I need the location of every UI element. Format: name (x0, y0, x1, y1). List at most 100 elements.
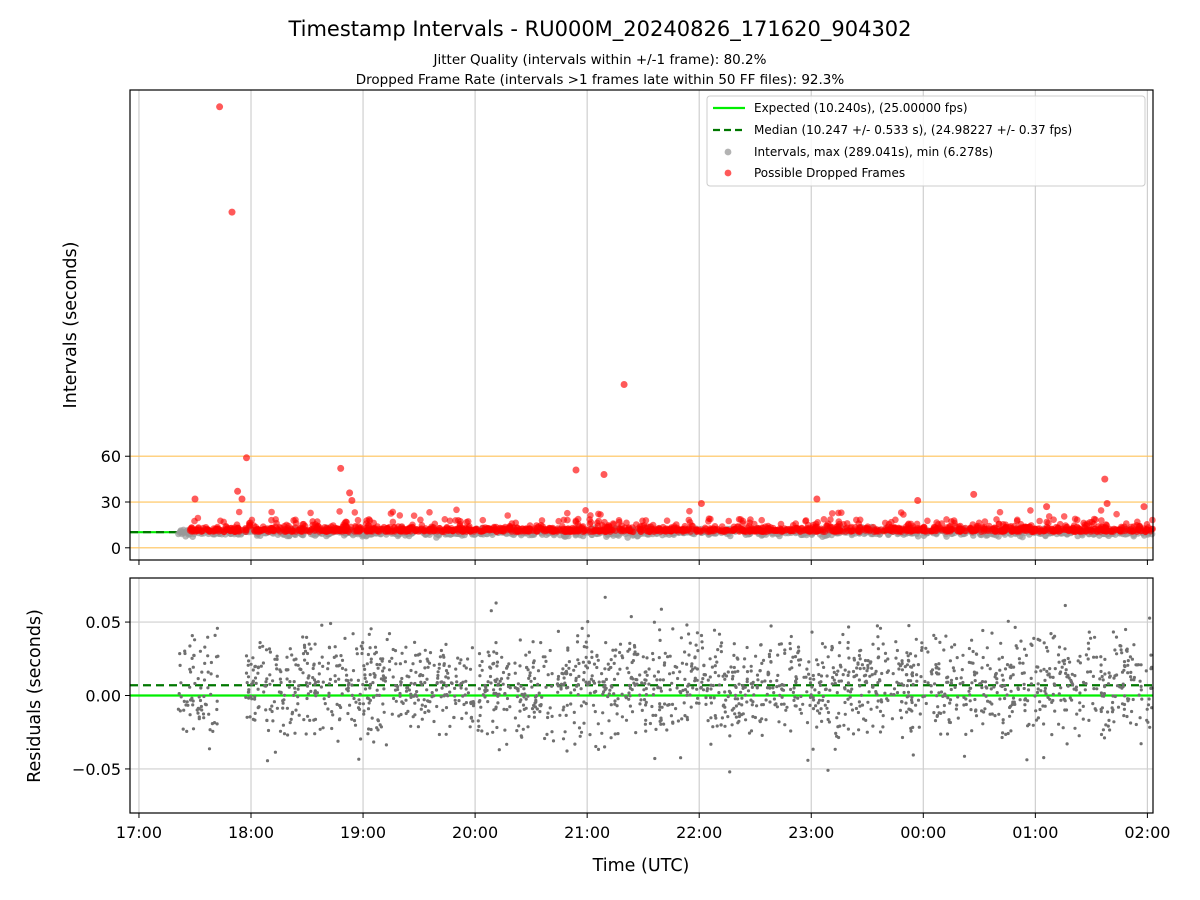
dropped-frame-point (739, 517, 747, 525)
residual-point (545, 732, 549, 737)
dropped-frame-point (709, 525, 717, 532)
residual-point (518, 664, 522, 668)
residual-point (1086, 641, 1090, 645)
residual-point (358, 702, 362, 706)
dropped-frame-point (1098, 517, 1105, 524)
legend-intervals-swatch (724, 148, 732, 156)
residual-point (690, 664, 694, 668)
residual-point (1027, 722, 1031, 727)
dropped-frame-point (459, 525, 467, 533)
residual-point (953, 685, 957, 690)
residual-point (563, 730, 567, 734)
residual-point (881, 725, 885, 729)
residual-point (1077, 734, 1081, 738)
residual-point (565, 703, 569, 707)
residual-point (604, 641, 608, 645)
residual-point (819, 707, 823, 711)
residual-point (899, 716, 904, 720)
residual-point (1088, 670, 1093, 674)
residual-point (262, 690, 266, 694)
residual-point (956, 695, 960, 699)
residual-point (586, 620, 590, 624)
residual-point (668, 688, 672, 692)
residual-point (532, 659, 536, 663)
residual-point (709, 716, 713, 720)
residual-point (604, 677, 609, 682)
residual-point (788, 641, 792, 646)
residual-point (719, 650, 724, 654)
residual-point (880, 671, 884, 676)
residual-point (923, 679, 927, 684)
residual-point (278, 677, 282, 681)
residual-point (340, 692, 344, 696)
residual-point (813, 688, 817, 692)
dropped-frame-point (907, 520, 915, 528)
residual-point (457, 699, 461, 703)
residual-point (481, 693, 485, 697)
residual-point (1111, 694, 1115, 698)
residual-point (1147, 697, 1151, 701)
residual-point (355, 652, 359, 656)
residuals-y-ticks: −0.050.000.05 (72, 613, 130, 779)
residual-point (785, 705, 789, 709)
residual-point (513, 661, 517, 665)
residual-point (906, 690, 911, 694)
dropped-frame-point (560, 516, 568, 524)
residual-point (651, 658, 655, 662)
residual-point (700, 646, 705, 650)
residual-point (1061, 659, 1065, 663)
residual-point (426, 699, 430, 703)
residual-point (459, 658, 463, 662)
residual-point (886, 669, 891, 673)
dropped-frame-point (827, 516, 834, 523)
residual-point (754, 654, 758, 658)
residual-point (906, 658, 911, 662)
residual-point (1001, 678, 1005, 682)
residual-point (290, 710, 295, 715)
residual-point (971, 649, 975, 654)
residual-point (876, 699, 880, 703)
residual-point (847, 682, 851, 686)
residual-point (929, 690, 933, 694)
residual-point (293, 731, 297, 735)
residual-point (911, 725, 915, 730)
residual-point (294, 708, 298, 712)
residual-point (1116, 705, 1121, 709)
dropped-frame-point (448, 527, 456, 534)
residual-point (743, 657, 747, 661)
residual-point (938, 640, 942, 645)
residual-point (948, 659, 953, 663)
residual-point (947, 718, 951, 722)
residual-point (708, 675, 712, 679)
residual-point (680, 661, 685, 665)
residual-point (1051, 698, 1055, 703)
residual-point (659, 718, 663, 722)
residual-point (1005, 693, 1009, 697)
residual-point (383, 676, 387, 680)
residual-point (411, 715, 415, 719)
residual-point (1106, 710, 1110, 714)
residual-point (258, 641, 262, 645)
residual-point (647, 682, 651, 686)
dropped-frame-point (417, 516, 424, 524)
residual-point (701, 677, 705, 681)
residual-point (253, 711, 257, 716)
residual-point (911, 682, 915, 687)
residual-point (595, 665, 599, 670)
residual-point (782, 683, 786, 687)
residual-point (357, 757, 361, 761)
residual-point (438, 655, 442, 659)
dropped-frame-point (190, 526, 197, 533)
dropped-frame-point (375, 525, 382, 533)
residual-point (454, 701, 458, 706)
dropped-frame-point (555, 517, 562, 525)
residual-point (480, 668, 484, 672)
residual-point (550, 684, 554, 688)
residual-point (1076, 659, 1080, 663)
residual-point (752, 693, 756, 697)
residual-point (506, 676, 510, 680)
residual-point (794, 680, 798, 685)
residual-point (312, 662, 316, 666)
residual-point (285, 655, 289, 659)
residual-point (1122, 714, 1126, 718)
